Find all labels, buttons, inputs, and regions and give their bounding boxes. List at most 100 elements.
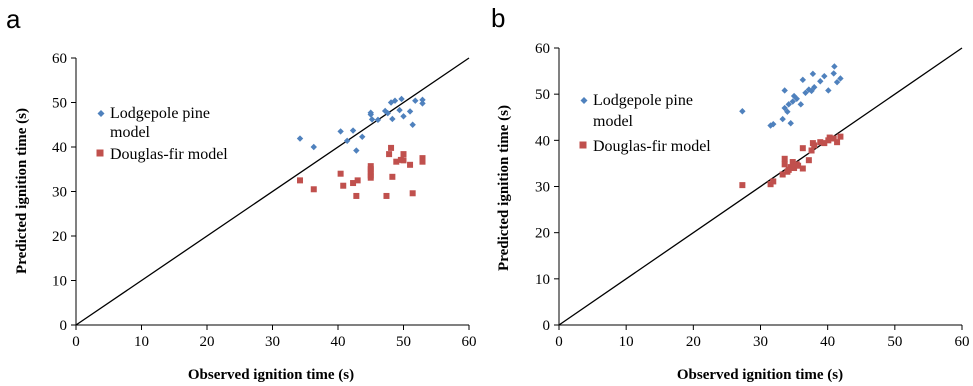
one-to-one-line-a bbox=[75, 57, 470, 326]
panel-letter-b: b bbox=[491, 3, 505, 33]
data-point-lodgepole-b bbox=[799, 76, 807, 84]
data-point-douglas-a bbox=[297, 177, 304, 184]
legend-label-lodgepole-line2-a: model bbox=[110, 124, 151, 141]
data-point-douglas-a bbox=[419, 158, 426, 165]
data-point-douglas-b bbox=[781, 155, 788, 162]
x-tick-label-a: 30 bbox=[265, 334, 280, 350]
x-tick-label-b: 20 bbox=[686, 334, 701, 350]
data-point-lodgepole-b bbox=[831, 63, 838, 70]
data-point-lodgepole-b bbox=[787, 120, 794, 127]
data-point-lodgepole-b bbox=[793, 95, 800, 102]
legend-label-douglas-b: Douglas-fir model bbox=[593, 138, 711, 155]
data-point-lodgepole-a bbox=[398, 95, 405, 103]
data-point-douglas-b bbox=[808, 147, 815, 154]
data-point-lodgepole-a bbox=[391, 97, 399, 104]
data-point-lodgepole-b bbox=[825, 87, 832, 94]
legend-a: Lodgepole pine model Douglas-fir model bbox=[96, 105, 228, 163]
data-point-lodgepole-a bbox=[359, 133, 366, 140]
data-point-lodgepole-b bbox=[797, 101, 804, 108]
x-tick-label-a: 60 bbox=[462, 334, 477, 350]
data-point-lodgepole-b bbox=[779, 115, 786, 123]
y-tick-label-b: 60 bbox=[535, 41, 550, 57]
data-point-douglas-b bbox=[791, 165, 798, 172]
data-point-douglas-a bbox=[337, 170, 344, 177]
x-tick-label-a: 10 bbox=[134, 334, 149, 350]
x-axis-title-a: Observed ignition time (s) bbox=[188, 367, 354, 383]
data-point-lodgepole-a bbox=[396, 106, 403, 114]
y-tick-label-b: 50 bbox=[535, 87, 550, 103]
data-point-lodgepole-b bbox=[785, 101, 792, 108]
data-point-douglas-b bbox=[826, 134, 833, 141]
data-point-douglas-b bbox=[830, 135, 837, 142]
y-tick-label-b: 20 bbox=[535, 226, 550, 242]
y-tick-label-a: 40 bbox=[52, 140, 67, 156]
data-point-douglas-b bbox=[789, 159, 796, 166]
one-to-one-line-b bbox=[558, 47, 963, 326]
data-point-douglas-a bbox=[400, 157, 407, 164]
y-tick-label-a: 0 bbox=[60, 318, 68, 334]
data-point-lodgepole-a bbox=[389, 115, 396, 123]
data-point-douglas-a bbox=[389, 173, 396, 180]
data-point-lodgepole-b bbox=[809, 70, 817, 78]
data-point-douglas-b bbox=[799, 145, 806, 152]
data-point-lodgepole-b bbox=[781, 104, 788, 112]
x-tick-label-b: 30 bbox=[753, 334, 768, 350]
plot-area-a: 0 10 20 30 40 50 60 0 10 20 30 40 50 60 bbox=[52, 51, 477, 350]
data-point-lodgepole-a bbox=[367, 109, 374, 116]
data-point-lodgepole-a bbox=[337, 128, 344, 135]
data-point-douglas-a bbox=[353, 192, 360, 199]
data-point-lodgepole-a bbox=[406, 108, 414, 115]
x-tick-label-a: 40 bbox=[331, 334, 346, 350]
y-axis-title-b: Predicted ignition time (s) bbox=[496, 105, 512, 271]
data-point-lodgepole-a bbox=[349, 127, 357, 134]
x-tick-label-b: 0 bbox=[555, 334, 563, 350]
data-point-lodgepole-a bbox=[412, 97, 419, 104]
data-point-douglas-a bbox=[400, 151, 407, 158]
legend-marker-douglas-b bbox=[579, 141, 587, 149]
x-tick-label-a: 0 bbox=[72, 334, 80, 350]
legend-marker-lodgepole-a bbox=[97, 110, 105, 117]
legend-label-lodgepole-line1-b: Lodgepole pine bbox=[593, 92, 693, 109]
data-point-douglas-a bbox=[367, 172, 374, 179]
data-point-lodgepole-b bbox=[784, 108, 791, 115]
data-point-lodgepole-b bbox=[739, 108, 746, 115]
legend-label-douglas-a: Douglas-fir model bbox=[110, 146, 228, 163]
legend-b: Lodgepole pine model Douglas-fir model bbox=[579, 92, 711, 155]
x-axis-title-b: Observed ignition time (s) bbox=[677, 367, 843, 383]
data-point-douglas-a bbox=[367, 163, 374, 170]
data-point-lodgepole-a bbox=[419, 96, 426, 104]
data-point-lodgepole-a bbox=[368, 116, 376, 123]
data-point-douglas-b bbox=[811, 142, 818, 149]
data-point-lodgepole-b bbox=[830, 70, 837, 77]
data-point-lodgepole-a bbox=[409, 121, 416, 128]
data-point-douglas-b bbox=[779, 171, 786, 178]
panel-b: b Observed ignition time (s) Predicted i… bbox=[491, 3, 970, 383]
data-point-douglas-a bbox=[419, 155, 426, 162]
x-tick-label-b: 50 bbox=[887, 334, 902, 350]
y-tick-label-a: 60 bbox=[52, 51, 67, 67]
x-tick-label-b: 60 bbox=[955, 334, 970, 350]
data-point-douglas-a bbox=[354, 177, 361, 184]
data-point-lodgepole-a bbox=[343, 137, 351, 144]
data-point-lodgepole-b bbox=[817, 78, 824, 85]
data-point-lodgepole-b bbox=[790, 92, 798, 100]
data-point-douglas-b bbox=[795, 162, 802, 169]
data-point-douglas-b bbox=[781, 161, 788, 168]
y-tick-label-a: 10 bbox=[52, 274, 67, 290]
data-point-lodgepole-b bbox=[767, 122, 774, 129]
legend-label-lodgepole-line2-b: model bbox=[593, 113, 634, 130]
data-point-lodgepole-a bbox=[353, 147, 360, 154]
data-point-douglas-b bbox=[837, 133, 844, 140]
data-point-douglas-b bbox=[799, 165, 806, 172]
y-tick-label-a: 50 bbox=[52, 96, 67, 112]
data-point-lodgepole-b bbox=[789, 98, 796, 105]
data-point-douglas-a bbox=[350, 180, 357, 187]
data-point-lodgepole-a bbox=[310, 143, 317, 151]
data-point-lodgepole-b bbox=[770, 120, 777, 128]
data-point-lodgepole-b bbox=[811, 84, 818, 91]
panel-a: a Observed ignition time (s) Predicted i… bbox=[6, 4, 477, 383]
y-tick-label-b: 40 bbox=[535, 133, 550, 149]
data-point-douglas-b bbox=[805, 157, 812, 164]
plot-area-b: 0 10 20 30 40 50 60 0 10 20 30 40 50 60 bbox=[535, 41, 970, 350]
panel-letter-a: a bbox=[6, 4, 21, 34]
